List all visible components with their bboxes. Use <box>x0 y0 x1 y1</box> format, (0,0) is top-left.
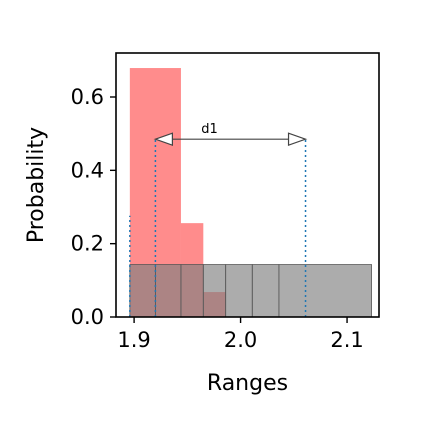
x-tick-label: 2.0 <box>224 328 257 352</box>
x-tick-label: 1.9 <box>117 328 150 352</box>
gray-bar-3 <box>180 264 204 318</box>
gray-bar-7 <box>278 264 372 318</box>
x-tick-label: 2.1 <box>330 328 363 352</box>
d1-annotation: d1 <box>153 122 308 147</box>
gray-series-bars <box>129 264 372 318</box>
d1-arrowhead-left <box>153 132 173 147</box>
x-axis-label: Ranges <box>207 371 288 396</box>
y-tick-label: 0.2 <box>71 232 104 256</box>
gray-bar-2 <box>154 264 182 318</box>
y-axis-label: Probability <box>24 127 49 243</box>
y-axis-ticks: 0.0 0.2 0.4 0.6 <box>71 85 116 329</box>
x-axis-ticks: 1.9 2.0 2.1 <box>117 317 364 352</box>
d1-arrowhead-right <box>287 132 308 147</box>
gray-bar-5 <box>225 264 253 318</box>
plot-frame <box>115 52 380 318</box>
y-tick-label: 0.6 <box>71 85 104 109</box>
gray-bar-4 <box>202 264 227 318</box>
dotted-reference-lines <box>129 139 307 317</box>
gray-bar-1 <box>129 264 156 318</box>
y-tick-label: 0.0 <box>71 305 104 329</box>
y-tick-label: 0.4 <box>71 158 104 182</box>
gray-bar-6 <box>251 264 280 318</box>
d1-annotation-label: d1 <box>201 122 218 137</box>
